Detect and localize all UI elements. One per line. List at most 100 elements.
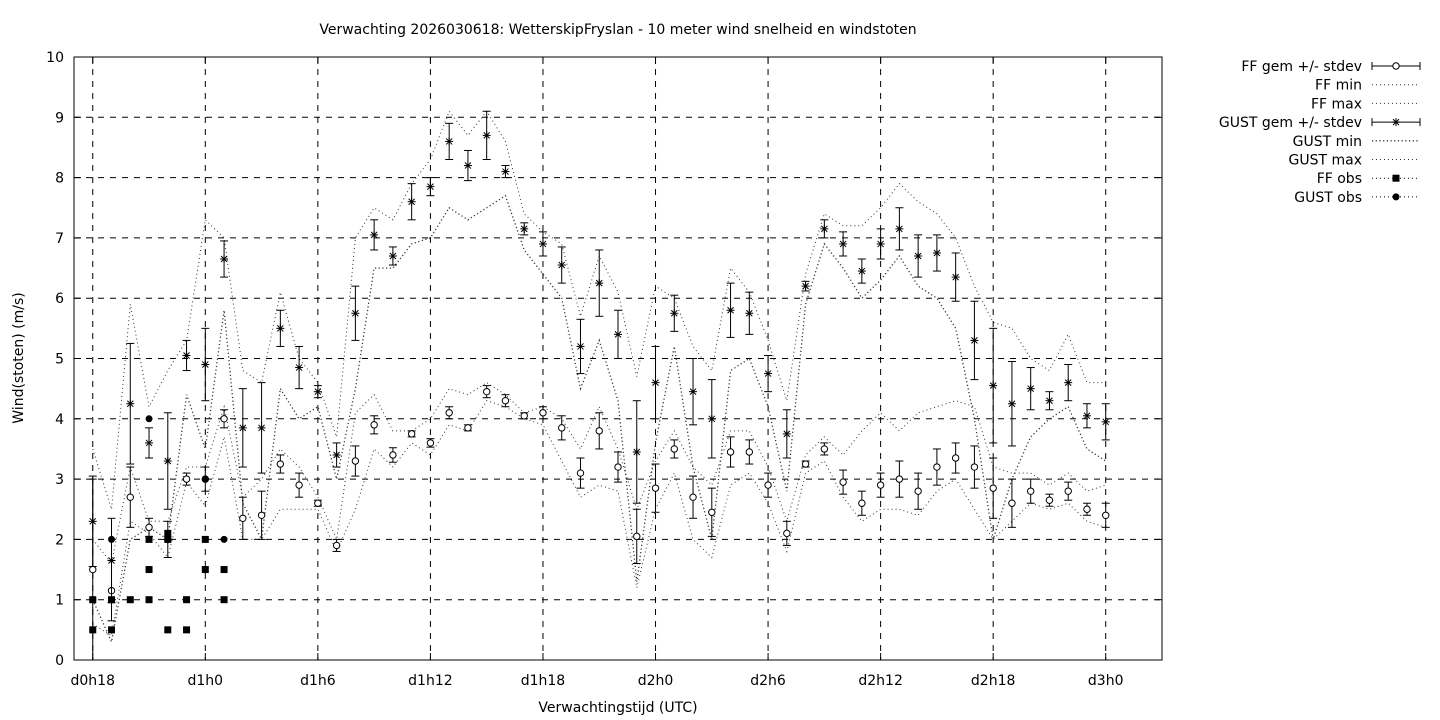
x-tick-label: d0h18	[71, 673, 115, 689]
ff-obs-point	[126, 596, 134, 604]
star-stroke	[670, 309, 678, 317]
ff-mean-point	[445, 409, 453, 417]
star-stroke	[108, 557, 115, 564]
star-stroke	[408, 198, 416, 206]
ff-mean-point	[820, 445, 829, 453]
legend-label: GUST min	[1293, 134, 1362, 150]
star-stroke	[802, 282, 809, 290]
ff-mean-point	[595, 427, 603, 435]
x-tick-label: d2h18	[971, 673, 1015, 689]
star-stroke	[858, 267, 866, 275]
gust-mean-point	[463, 161, 472, 170]
ff-obs-point	[108, 626, 116, 634]
gust-obs-point	[201, 475, 209, 483]
ff-mean-point	[951, 454, 960, 462]
x-tick-label: d3h0	[1088, 673, 1124, 689]
star-stroke	[502, 168, 509, 175]
x-tick-label: d1h0	[188, 673, 224, 689]
ff-mean-point	[1026, 487, 1035, 495]
star-stroke	[201, 361, 209, 368]
star-stroke	[1027, 385, 1035, 393]
legend-swatch-marker	[1392, 193, 1400, 201]
star-stroke	[276, 324, 284, 332]
gust-obs-point	[220, 535, 228, 543]
gust-mean-point	[126, 399, 135, 408]
star-stroke	[1008, 400, 1016, 408]
ff-mean-point	[539, 409, 547, 417]
ff-mean-point	[989, 484, 997, 492]
gust-mean-point	[614, 330, 622, 339]
star-stroke	[126, 400, 134, 408]
star-stroke	[614, 331, 622, 338]
gust-mean-point	[1045, 396, 1054, 405]
star-stroke	[708, 415, 716, 423]
ff-mean-point	[876, 481, 885, 489]
ff-mean-point	[745, 448, 754, 456]
star-stroke	[745, 309, 753, 317]
legend: FF gem +/- stdev FF min FF max GUST gem +/-…	[1219, 59, 1421, 206]
x-tick-label: d1h18	[521, 673, 565, 689]
gust-mean-point	[876, 239, 885, 248]
legend-label: GUST max	[1289, 153, 1363, 169]
star-stroke	[971, 337, 978, 344]
ff-mean-point	[839, 478, 847, 486]
ff-obs-point	[201, 566, 209, 574]
ff-mean-point	[558, 424, 566, 432]
gust-mean-point	[1026, 384, 1035, 393]
series-layer	[88, 110, 1110, 661]
y-tick-label: 10	[46, 50, 64, 66]
ff-mean-point	[801, 460, 810, 468]
legend-label: GUST obs	[1294, 190, 1362, 206]
ff-obs-point	[164, 529, 172, 537]
ff-obs-point	[145, 566, 153, 574]
legend-swatch-marker	[1392, 174, 1400, 182]
star-stroke	[783, 430, 791, 438]
ff-mean-point	[933, 463, 941, 471]
y-tick-label: 8	[55, 171, 64, 187]
star-stroke	[896, 225, 903, 233]
gust-mean-point	[914, 251, 923, 260]
ff-mean-point	[689, 493, 697, 501]
star-stroke	[220, 255, 228, 263]
ff-mean-point	[520, 412, 528, 420]
ff-mean-point	[914, 487, 922, 495]
ff-obs-point	[220, 596, 228, 604]
legend-swatch-marker	[1392, 118, 1400, 127]
y-axis-label: Wind(stoten) (m/s)	[11, 292, 27, 423]
ff-mean-point	[89, 565, 97, 574]
gust-mean-point	[576, 342, 585, 351]
star-stroke	[258, 424, 265, 432]
star-stroke	[1046, 397, 1053, 405]
star-stroke	[427, 183, 434, 190]
star-stroke	[820, 225, 828, 233]
star-stroke	[595, 279, 603, 287]
star-stroke	[164, 457, 172, 465]
gust-mean-point	[538, 239, 547, 248]
y-tick-label: 0	[55, 653, 64, 669]
star-stroke	[839, 240, 847, 248]
gust-obs-point	[108, 535, 116, 543]
y-tick-label: 5	[55, 352, 64, 368]
ff-mean-point	[1083, 505, 1091, 513]
ff-mean-point	[482, 387, 491, 396]
ff-obs-point	[201, 535, 209, 543]
star-stroke	[727, 306, 734, 314]
gust-mean-point	[951, 273, 960, 282]
x-tick-label: d2h0	[638, 673, 674, 689]
y-tick-label: 2	[55, 532, 64, 548]
gust-mean-point	[501, 167, 510, 176]
star-stroke	[689, 388, 697, 396]
star-stroke	[1064, 379, 1072, 386]
star-stroke	[389, 252, 397, 260]
gust-mean-point	[107, 556, 116, 565]
chart-title: Verwachting 2026030618: WetterskipFrysla…	[319, 22, 916, 38]
y-tick-label: 4	[55, 412, 64, 428]
ff-mean-point	[783, 529, 791, 538]
star-stroke	[314, 388, 322, 396]
gust-mean-point	[482, 131, 491, 140]
gust-mean-point	[257, 423, 266, 432]
ff-mean-point	[407, 430, 416, 438]
star-stroke	[295, 364, 303, 371]
ff-mean-point	[182, 475, 191, 483]
